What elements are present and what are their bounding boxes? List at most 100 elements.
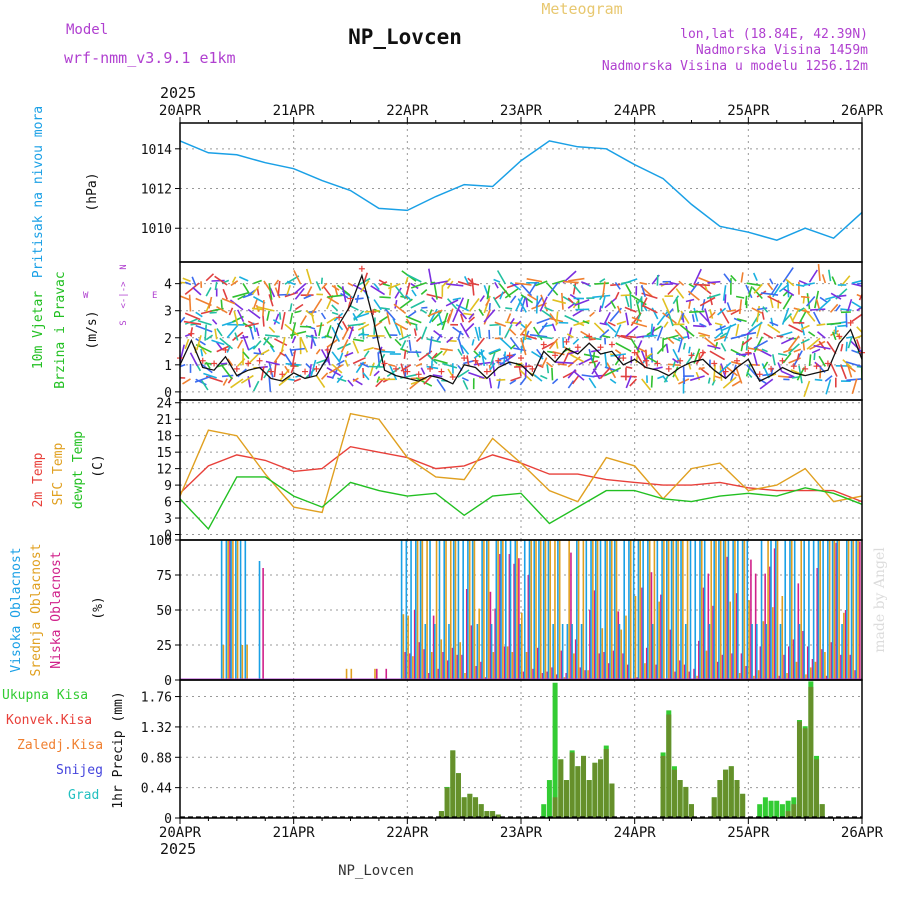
low-cloud-bar	[461, 654, 463, 680]
wind-arrow	[216, 328, 223, 337]
wind-arrow	[499, 337, 512, 349]
wind-arrow	[504, 324, 513, 338]
wind-arrow	[672, 348, 682, 365]
wind-arrow	[364, 310, 380, 313]
wind-arrow	[373, 283, 380, 291]
wind-arrow	[208, 296, 213, 309]
wind-arrow	[582, 320, 590, 325]
wind-arrow	[856, 306, 862, 312]
wind-arrow	[488, 377, 493, 389]
wind-arrow	[753, 340, 768, 349]
low-cloud-bar	[626, 664, 629, 680]
wind-arrow	[310, 310, 315, 324]
wind-arrow	[610, 300, 617, 309]
wind-arrow	[539, 296, 548, 312]
wind-arrow	[625, 366, 633, 369]
wind-arrow	[824, 375, 833, 382]
wind-arrow	[567, 368, 577, 379]
wind-arrow	[719, 365, 723, 381]
wind-arrow	[331, 304, 338, 312]
low-cloud-bar	[773, 548, 776, 680]
wind-arrow	[347, 379, 354, 387]
wind-arrow	[520, 296, 527, 313]
wind-arrow	[787, 335, 800, 351]
high-cloud-bar	[514, 540, 517, 680]
high-cloud-bar	[467, 540, 469, 680]
wind-gust-marker	[199, 357, 206, 364]
wind-arrow	[520, 337, 527, 356]
clouds-y-tick-label: 75	[156, 569, 172, 584]
mid-cloud-bar	[431, 652, 433, 680]
wind-arrow	[573, 319, 590, 327]
wind-arrow	[262, 336, 270, 346]
mid-cloud-bar	[350, 668, 353, 680]
wind-arrow	[781, 370, 795, 378]
wind-arrow	[646, 355, 658, 364]
wind-gust-marker	[745, 349, 752, 356]
wind-arrow	[722, 285, 727, 301]
high-cloud-bar	[845, 540, 848, 680]
temperature-y-tick-label: 12	[156, 463, 172, 478]
precip-conv-bar	[796, 721, 802, 818]
wind-arrow	[759, 378, 774, 390]
wind-arrow	[494, 282, 499, 289]
mid-cloud-bar	[582, 540, 585, 680]
wind-arrow	[340, 339, 349, 353]
high-cloud-bar	[486, 540, 488, 680]
wind-arrow	[813, 352, 816, 361]
wind-arrow	[247, 353, 260, 365]
wind-arrow	[273, 313, 280, 325]
wind-arrow	[517, 298, 527, 313]
wind-arrow	[625, 295, 630, 308]
wind-arrow	[785, 278, 795, 287]
wind-arrow	[599, 278, 606, 283]
year-bottom: 2025	[160, 840, 196, 858]
wind-arrow	[740, 341, 745, 352]
wind-arrow	[552, 279, 566, 285]
wind-arrow	[455, 303, 469, 312]
wind-arrow	[581, 374, 595, 378]
high-cloud-bar	[519, 624, 521, 680]
wind-arrow	[707, 280, 721, 284]
wind-arrow	[221, 365, 233, 380]
wind-arrow	[546, 364, 550, 374]
low-cloud-bar	[522, 671, 525, 680]
wind-arrow	[373, 299, 382, 311]
wind-arrow	[699, 296, 716, 307]
wind-arrow	[588, 377, 597, 389]
mid-cloud-bar	[236, 540, 239, 680]
wind-arrow	[184, 281, 192, 286]
wind-arrow	[572, 308, 585, 317]
high-cloud-bar	[571, 624, 573, 680]
precip-conv-bar	[677, 780, 683, 818]
wind-arrow	[731, 379, 742, 387]
wind-arrow	[816, 331, 826, 339]
time-tick-label-top: 26APR	[841, 103, 884, 119]
model-elevation-label: Nadmorska Visina u modelu 1256.12m	[602, 59, 868, 74]
wind-arrow	[616, 320, 627, 325]
wind-arrow	[552, 299, 567, 305]
wind-arrow	[431, 352, 438, 360]
wind-arrow	[621, 280, 632, 285]
wind-gust-marker	[404, 368, 411, 375]
low-cloud-bar	[688, 671, 691, 680]
low-cloud-bar	[731, 653, 733, 680]
precip-conv-bar	[484, 811, 490, 818]
wind-arrow	[651, 307, 659, 320]
high-cloud-bar	[680, 540, 682, 680]
mid-cloud-bar	[506, 646, 509, 680]
wind-arrow	[738, 352, 752, 356]
high-cloud-bar	[547, 540, 550, 680]
wind-arrow	[850, 340, 862, 353]
wind-arrow	[498, 283, 512, 298]
wind-gust-marker	[733, 357, 740, 364]
wind-arrow	[230, 280, 239, 287]
wind-arrow	[810, 308, 826, 311]
wind-arrow	[800, 338, 810, 344]
wind-arrow	[388, 283, 401, 290]
wind-arrow	[819, 296, 828, 303]
wind-arrow	[635, 313, 641, 325]
wind-arrow	[665, 343, 669, 354]
wind-gust-marker	[188, 330, 195, 337]
wind-arrow	[420, 367, 426, 375]
